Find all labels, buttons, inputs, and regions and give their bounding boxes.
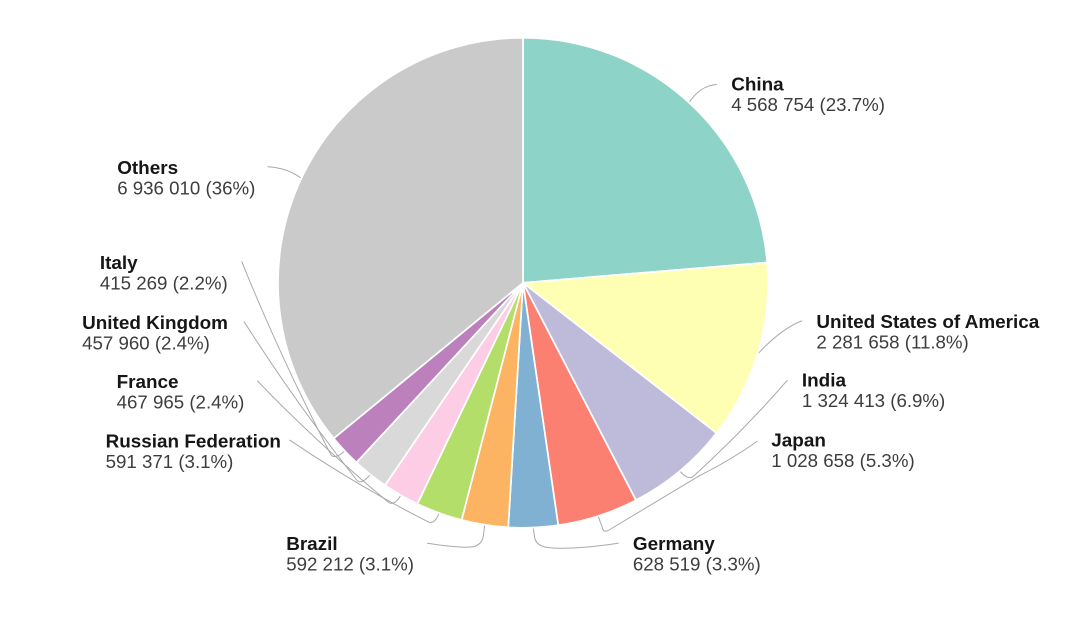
svg-text:6 936 010 (36%): 6 936 010 (36%) [117,178,255,199]
svg-text:China: China [731,74,784,95]
svg-text:United Kingdom: United Kingdom [82,313,228,334]
svg-text:Russian Federation: Russian Federation [106,431,281,452]
svg-text:Japan: Japan [771,431,826,452]
svg-text:591 371 (3.1%): 591 371 (3.1%) [106,451,234,472]
svg-text:4 568 754 (23.7%): 4 568 754 (23.7%) [731,94,885,115]
svg-text:Brazil: Brazil [286,534,337,555]
svg-text:Others: Others [117,158,178,179]
svg-text:2 281 658 (11.8%): 2 281 658 (11.8%) [816,332,968,353]
svg-text:628 519 (3.3%): 628 519 (3.3%) [633,553,761,574]
svg-text:India: India [802,370,847,391]
svg-text:592 212 (3.1%): 592 212 (3.1%) [286,553,414,574]
svg-text:1 028 658 (5.3%): 1 028 658 (5.3%) [771,450,914,471]
svg-text:Italy: Italy [100,253,138,274]
svg-text:457 960 (2.4%): 457 960 (2.4%) [82,332,210,353]
svg-text:415 269 (2.2%): 415 269 (2.2%) [100,273,228,294]
svg-text:Germany: Germany [633,534,715,555]
svg-text:467 965 (2.4%): 467 965 (2.4%) [117,392,245,413]
svg-text:United States of America: United States of America [816,312,1039,333]
svg-text:France: France [117,372,179,393]
svg-text:1 324 413 (6.9%): 1 324 413 (6.9%) [802,390,945,411]
